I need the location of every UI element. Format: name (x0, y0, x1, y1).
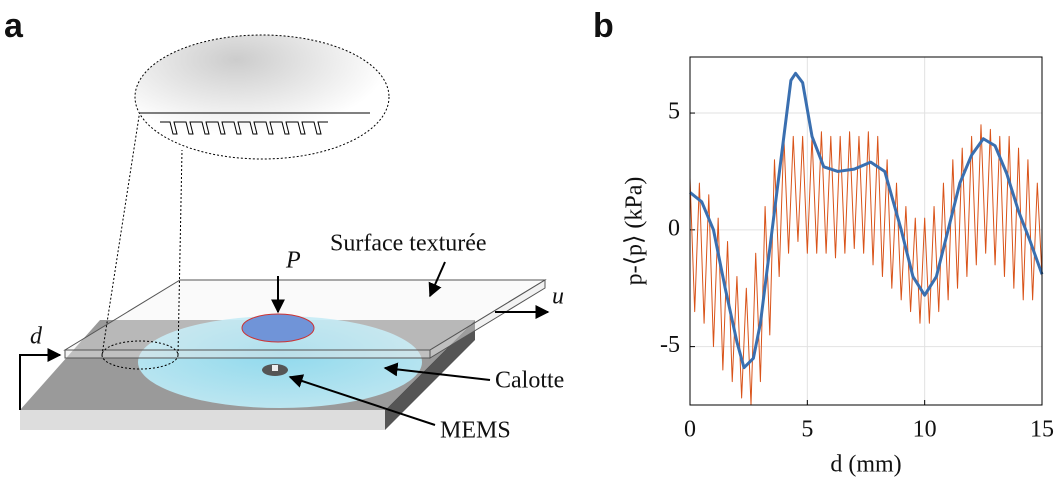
y-tick-label: 0 (668, 215, 680, 241)
glass-front (64, 349, 431, 359)
texture-profile (140, 112, 370, 135)
x-tick-label: 10 (913, 417, 937, 443)
glass-side (429, 279, 546, 359)
mems-chip (272, 365, 278, 371)
zoom-line (101, 109, 141, 356)
base-side (385, 320, 475, 430)
series-line (689, 124, 1043, 406)
panel-label: b (593, 7, 614, 45)
x-tick-label: 0 (684, 417, 696, 443)
arrow (288, 374, 436, 426)
y-axis-label: p-⟨p⟩ (kPa) (622, 177, 648, 286)
x-tick-label: 15 (1030, 417, 1054, 443)
calotte (138, 316, 422, 408)
label-calotte: Calotte (495, 368, 564, 394)
label-mems: MEMS (440, 418, 511, 444)
series-line (689, 71, 1044, 370)
panel-label: a (4, 7, 24, 45)
y-tick-label: -5 (660, 332, 680, 358)
plot-frame (689, 56, 1043, 406)
label-surface: Surface texturée (330, 231, 487, 257)
contact-area (241, 313, 315, 343)
panel-a: a Surface texturée P u d Calotte MEMS (4, 7, 564, 444)
base-front (20, 410, 385, 430)
panel-b: b d (mm) p-⟨p⟩ (kPa) 0 5 10 15 -5 0 5 (593, 7, 1054, 478)
arrow (19, 348, 62, 410)
x-tick-label: 5 (801, 417, 813, 443)
label-p: P (285, 248, 301, 274)
y-tick-label: 5 (668, 99, 680, 125)
label-u: u (552, 284, 564, 310)
x-axis-label: d (mm) (830, 452, 901, 478)
zoom-ellipse (134, 34, 390, 160)
arrow (428, 261, 446, 298)
arrow (383, 362, 491, 381)
label-d: d (30, 324, 43, 350)
